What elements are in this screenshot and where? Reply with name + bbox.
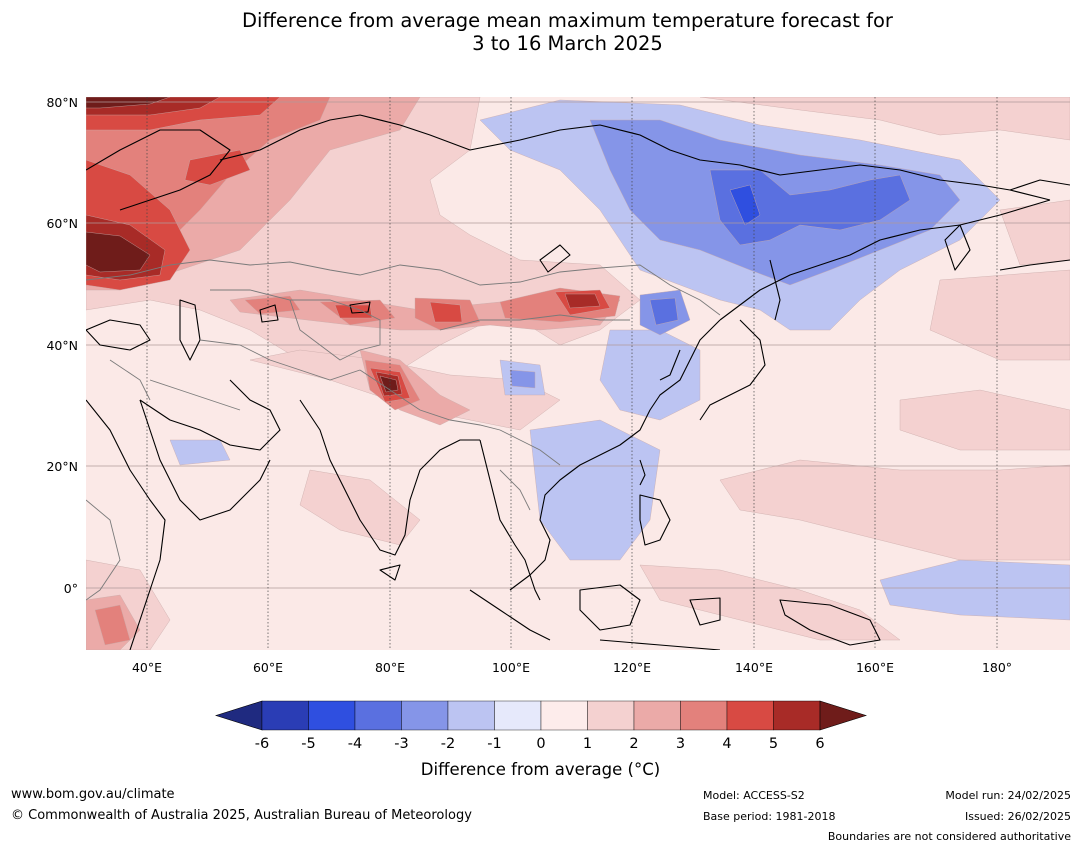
anomaly-shading <box>86 97 1070 650</box>
anomaly-region <box>184 149 251 186</box>
lon-label-60e: 60°E <box>253 660 283 675</box>
colorbar-swatch <box>261 700 309 731</box>
colorbar-tick-label: 4 <box>722 736 731 752</box>
colorbar-label: Difference from average (°C) <box>420 760 661 779</box>
anomaly-region <box>379 375 399 393</box>
colorbar-swatch <box>540 700 588 731</box>
lon-label-180: 180° <box>982 660 1012 675</box>
lon-label-40e: 40°E <box>132 660 162 675</box>
title-line-2: 3 to 16 March 2025 <box>472 32 663 55</box>
colorbar-swatch <box>354 700 402 731</box>
colorbar-tick-label: -4 <box>348 736 362 752</box>
anomaly-region <box>719 459 1070 561</box>
anomaly-region <box>599 329 701 421</box>
anomaly-region <box>699 97 1070 141</box>
anomaly-region <box>564 293 601 309</box>
anomaly-region <box>639 564 901 641</box>
colorbar-tick-label: -2 <box>441 736 455 752</box>
colorbar-tick-label: -3 <box>394 736 408 752</box>
base-period: Base period: 1981-2018 <box>703 810 836 823</box>
colorbar-swatch <box>447 700 495 731</box>
colorbar-swatch <box>773 700 821 731</box>
coastlines <box>86 114 1070 650</box>
anomaly-region <box>244 295 301 315</box>
colorbar-tick-label: 5 <box>769 736 778 752</box>
colorbar-tick-label: 6 <box>815 736 824 752</box>
anomaly-region <box>334 304 373 319</box>
colorbar-tick-label: -1 <box>487 736 501 752</box>
website-link[interactable]: www.bom.gov.au/climate <box>11 787 175 802</box>
colorbar-tick-label: 3 <box>676 736 685 752</box>
anomaly-region <box>999 199 1070 266</box>
anomaly-region <box>94 604 131 646</box>
colorbar-extend-high <box>819 700 867 731</box>
colorbar-swatch <box>726 700 774 731</box>
colorbar-swatch <box>401 700 449 731</box>
colorbar <box>215 700 867 731</box>
lon-label-120e: 120°E <box>613 660 651 675</box>
lon-label-160e: 160°E <box>856 660 894 675</box>
colorbar-tick-label: 0 <box>536 736 545 752</box>
colorbar-tick-label: -5 <box>301 736 315 752</box>
anomaly-region <box>709 169 911 246</box>
issued-date: Issued: 26/02/2025 <box>964 810 1071 823</box>
anomaly-region <box>169 439 231 466</box>
anomaly-region <box>86 231 151 273</box>
anomaly-region <box>429 301 463 323</box>
map-title: Difference from average mean maximum tem… <box>0 9 1081 55</box>
colorbar-swatch <box>587 700 635 731</box>
colorbar-swatch <box>680 700 728 731</box>
lat-label-40n: 40°N <box>46 338 78 353</box>
country-borders <box>86 259 721 601</box>
lat-label-0: 0° <box>64 581 78 596</box>
meridian-lines <box>146 97 998 650</box>
anomaly-region <box>729 184 761 226</box>
copyright-text: © Commonwealth of Australia 2025, Austra… <box>11 808 472 823</box>
title-line-1: Difference from average mean maximum tem… <box>242 9 893 32</box>
colorbar-ticks: -6 -5 -4 -3 -2 -1 0 1 2 3 4 5 6 <box>255 736 825 752</box>
anomaly-region <box>899 389 1070 451</box>
latitude-labels: 80°N 60°N 40°N 20°N 0° <box>46 95 78 596</box>
model-run-date: Model run: 24/02/2025 <box>945 789 1071 802</box>
lat-label-80n: 80°N <box>46 95 78 110</box>
lon-label-80e: 80°E <box>375 660 405 675</box>
colorbar-swatch <box>308 700 356 731</box>
lon-label-140e: 140°E <box>735 660 773 675</box>
colorbar-tick-label: 2 <box>629 736 638 752</box>
anomaly-region <box>929 269 1070 361</box>
colorbar-tick-label: 1 <box>583 736 592 752</box>
anomaly-region <box>86 97 171 109</box>
colorbar-swatch <box>494 700 542 731</box>
colorbar-swatch <box>633 700 681 731</box>
lat-label-60n: 60°N <box>46 216 78 231</box>
lon-label-100e: 100°E <box>492 660 530 675</box>
colorbar-tick-label: -6 <box>255 736 269 752</box>
colorbar-extend-low <box>215 700 263 731</box>
boundaries-disclaimer: Boundaries are not considered authoritat… <box>827 830 1071 843</box>
anomaly-region <box>509 369 536 389</box>
model-name: Model: ACCESS-S2 <box>703 789 805 802</box>
anomaly-region <box>529 419 661 561</box>
lat-label-20n: 20°N <box>46 459 78 474</box>
longitude-labels: 40°E 60°E 80°E 100°E 120°E 140°E 160°E 1… <box>132 660 1012 675</box>
anomaly-region <box>649 297 679 326</box>
anomaly-region <box>879 559 1070 621</box>
